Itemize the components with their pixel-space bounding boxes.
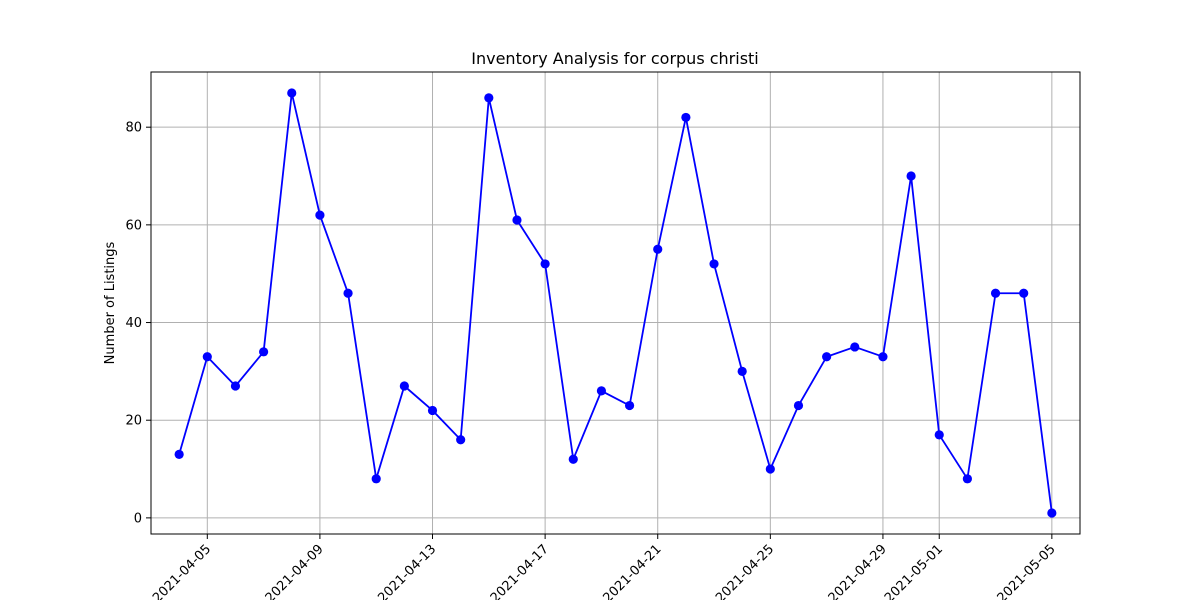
plot-frame — [150, 71, 1081, 535]
data-point — [202, 352, 212, 362]
data-point — [653, 244, 663, 254]
data-point — [343, 288, 353, 298]
x-axis-ticks: 2021-04-05 2021-04-09 2021-04-13 2021-04-17… — [150, 534, 1059, 600]
data-point — [484, 93, 494, 103]
data-point — [737, 366, 747, 376]
series-line — [178, 92, 1053, 514]
x-tick-label: 2021-04-13 — [375, 542, 439, 600]
y-tick-label: 40 — [125, 316, 142, 331]
x-tick-label: 2021-04-25 — [713, 542, 777, 600]
series-layer — [174, 88, 1057, 518]
y-tick-label: 60 — [125, 218, 142, 233]
x-tick-label: 2021-05-05 — [995, 542, 1059, 600]
data-point — [315, 210, 325, 220]
x-tick-label: 2021-04-21 — [601, 542, 665, 600]
data-point — [540, 259, 550, 269]
data-point — [624, 400, 635, 411]
y-tick-label: 0 — [134, 511, 142, 526]
y-axis-ticks: 0 20 40 60 80 — [125, 121, 151, 526]
data-point — [681, 112, 691, 123]
data-point — [822, 352, 832, 362]
data-point — [568, 454, 578, 464]
x-tick-label: 2021-04-09 — [263, 542, 327, 600]
data-point — [878, 352, 888, 362]
data-point — [934, 430, 944, 440]
data-point — [1019, 288, 1029, 298]
data-point — [287, 88, 297, 98]
y-tick-label: 20 — [125, 414, 142, 429]
data-point — [371, 474, 381, 484]
data-point — [709, 259, 719, 269]
data-point — [596, 386, 607, 396]
data-point — [456, 435, 466, 445]
data-point — [906, 171, 916, 181]
data-point — [765, 464, 775, 474]
grid — [151, 72, 1080, 534]
data-point — [259, 347, 269, 357]
y-axis-label: Number of Listings — [103, 241, 118, 364]
x-tick-label: 2021-04-05 — [150, 542, 214, 600]
y-tick-label: 80 — [125, 121, 142, 136]
x-tick-label: 2021-04-17 — [488, 542, 552, 600]
data-point — [230, 381, 241, 391]
data-point — [174, 449, 184, 459]
x-tick-label: 2021-05-01 — [882, 542, 946, 600]
data-point — [850, 342, 860, 352]
data-point — [990, 288, 1001, 298]
data-point — [962, 474, 972, 484]
x-tick-label: 2021-04-29 — [826, 542, 890, 600]
data-point — [793, 400, 804, 411]
data-point — [427, 405, 438, 416]
data-point — [512, 215, 522, 225]
data-point — [1047, 508, 1057, 518]
data-point — [399, 381, 409, 391]
chart-title: Inventory Analysis for corpus christi — [471, 49, 759, 68]
